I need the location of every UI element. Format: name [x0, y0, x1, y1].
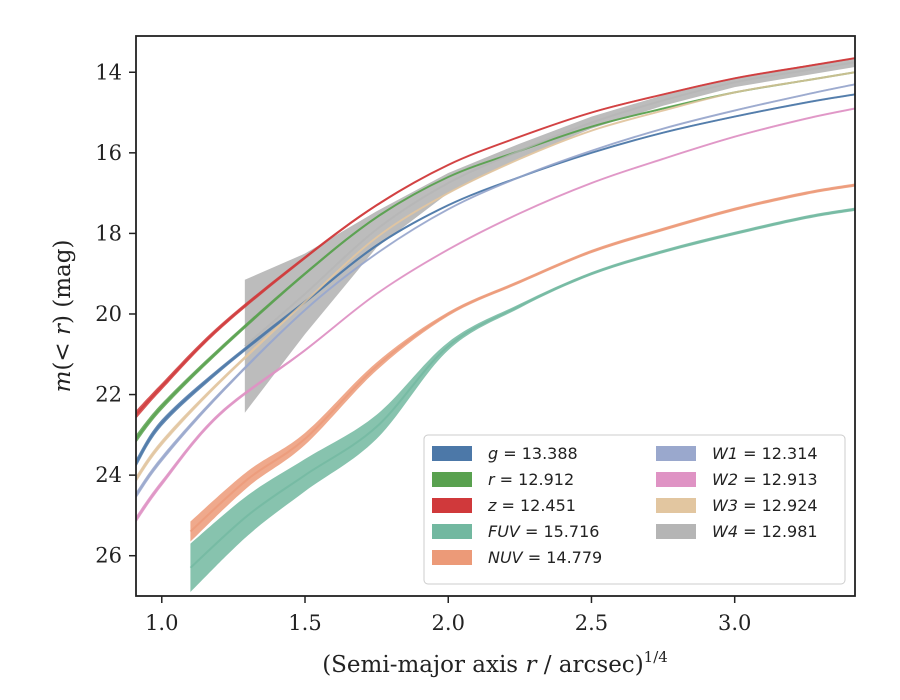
legend-swatch-z [432, 498, 472, 513]
legend-label-z: z = 12.451 [487, 496, 576, 515]
legend-frame [423, 434, 846, 585]
y-tick-label: 14 [95, 60, 122, 84]
legend-swatch-NUV [432, 550, 472, 565]
series-bands [136, 57, 855, 592]
legend-label-W2: W2 = 12.913 [712, 470, 818, 489]
legend-swatch-W2 [656, 472, 696, 487]
legend-label-W1: W1 = 12.314 [712, 444, 818, 463]
legend-swatch-r [432, 472, 472, 487]
y-tick-label: 26 [95, 544, 122, 568]
y-tick-label: 16 [95, 141, 122, 165]
y-tick-label: 18 [95, 221, 122, 245]
y-tick-label: 22 [95, 383, 122, 407]
legend-label-g: g = 13.388 [488, 444, 578, 463]
line-W3 [136, 71, 855, 480]
x-tick-label: 1.5 [288, 611, 321, 635]
legend-swatch-FUV [432, 524, 472, 539]
x-tick-label: 2.5 [575, 611, 608, 635]
band-W4 [244, 57, 855, 413]
line-FUV [189, 208, 855, 569]
band-r [136, 71, 855, 443]
legend-swatch-W4 [656, 524, 696, 539]
legend-label-r: r = 12.912 [488, 470, 574, 489]
line-W1 [136, 83, 855, 496]
legend-swatch-W1 [656, 446, 696, 461]
x-axis: 1.0 1.5 2.0 2.5 3.0 [145, 596, 751, 635]
plot-frame [135, 35, 856, 597]
legend-swatch-W3 [656, 498, 696, 513]
x-tick-label: 1.0 [145, 611, 178, 635]
x-axis-label: (Semi-major axis r / arcsec)1/4 [322, 648, 668, 678]
x-tick-label: 3.0 [718, 611, 751, 635]
series-lines [136, 57, 855, 569]
y-tick-label: 20 [95, 302, 122, 326]
y-axis: 14 16 18 20 22 24 26 [95, 60, 136, 568]
legend-label-NUV: NUV = 14.779 [488, 548, 602, 567]
y-axis-label: m(< r) (mag) [50, 240, 76, 393]
legend-label-W3: W3 = 12.924 [712, 496, 818, 515]
band-g [136, 93, 855, 468]
legend-label-FUV: FUV = 15.716 [488, 522, 599, 541]
line-g [136, 93, 855, 464]
y-tick-label: 24 [95, 463, 122, 487]
line-NUV [189, 184, 855, 533]
legend-swatch-g [432, 446, 472, 461]
legend: g = 13.388 r = 12.912 z = 12.451 FUV = 15.7… [423, 434, 846, 585]
line-r [136, 71, 855, 440]
x-tick-label: 2.0 [432, 611, 465, 635]
band-z [136, 57, 855, 419]
line-W4 [244, 61, 855, 347]
line-z [136, 57, 855, 416]
line-W2 [136, 107, 855, 521]
legend-label-W4: W4 = 12.981 [712, 522, 818, 541]
